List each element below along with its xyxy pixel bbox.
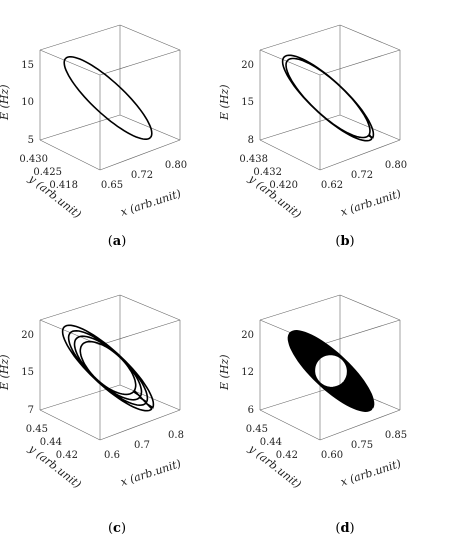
- panel-label: (b): [335, 234, 354, 249]
- z-axis-label: E (Hz): [218, 85, 231, 122]
- z-tick-label: 10: [21, 97, 34, 108]
- panel-label: (a): [108, 234, 127, 249]
- panel-label: (d): [335, 521, 354, 536]
- z-tick-label: 8: [248, 135, 254, 146]
- box-edge: [259, 139, 321, 171]
- z-tick-label: 15: [241, 97, 254, 108]
- attractor-trajectory: [63, 56, 153, 140]
- z-axis-label: E (Hz): [218, 355, 231, 392]
- y-tick-label: 0.430: [19, 154, 48, 165]
- y-tick-label: 0.44: [40, 437, 62, 448]
- box-edge: [39, 139, 101, 171]
- x-axis-label: x (arb.unit): [339, 457, 403, 489]
- box-edge: [39, 114, 121, 141]
- z-tick-label: 20: [241, 60, 254, 71]
- panel-c: 20 15 7 0.45 0.44 0.42 0.6 0.7 0.8 E (Hz) y (arb.u…: [0, 294, 184, 536]
- box-edge: [319, 139, 401, 171]
- x-tick-label: 0.80: [385, 160, 407, 171]
- box-edge: [39, 49, 101, 76]
- x-axis-label: x (arb.unit): [119, 457, 183, 489]
- y-tick-label: 0.420: [269, 180, 298, 191]
- box-edge: [119, 294, 181, 321]
- y-axis-label: y (arb.unit): [25, 442, 83, 492]
- z-tick-label: 20: [241, 330, 254, 341]
- box-edge: [99, 139, 181, 171]
- x-tick-label: 0.6: [104, 450, 120, 461]
- x-tick-label: 0.62: [321, 180, 343, 191]
- panel-d: 20 12 6 0.45 0.44 0.42 0.60 0.75 0.85 E (Hz) y (ar…: [218, 294, 407, 536]
- box-edge: [259, 409, 321, 441]
- box-edge: [259, 114, 341, 141]
- x-axis-label: x (arb.unit): [339, 187, 403, 219]
- z-axis-label: E (Hz): [0, 85, 11, 122]
- z-tick-label: 15: [21, 60, 34, 71]
- x-tick-label: 0.72: [351, 170, 373, 181]
- y-tick-label: 0.45: [26, 424, 48, 435]
- box-edge: [319, 409, 401, 441]
- box-edge: [319, 49, 401, 76]
- y-tick-label: 0.418: [49, 180, 78, 191]
- z-tick-label: 20: [21, 330, 34, 341]
- y-tick-label: 0.44: [260, 437, 282, 448]
- y-axis-label: y (arb.unit): [245, 172, 303, 222]
- y-tick-label: 0.45: [246, 424, 268, 435]
- y-tick-label: 0.438: [239, 154, 268, 165]
- box-edge: [319, 319, 401, 346]
- x-tick-label: 0.75: [351, 440, 373, 451]
- y-tick-label: 0.42: [56, 450, 78, 461]
- box-edge: [339, 294, 401, 321]
- y-axis-label: y (arb.unit): [245, 442, 303, 492]
- box-edge: [99, 49, 181, 76]
- x-tick-label: 0.7: [134, 440, 150, 451]
- box-edge: [39, 409, 101, 441]
- x-tick-label: 0.60: [321, 450, 343, 461]
- box-edge: [259, 49, 321, 76]
- x-axis-label: x (arb.unit): [119, 187, 183, 219]
- attractor-trajectory: [281, 54, 375, 142]
- z-tick-label: 7: [28, 405, 34, 416]
- x-tick-label: 0.80: [165, 160, 187, 171]
- z-tick-label: 6: [248, 405, 254, 416]
- x-tick-label: 0.8: [168, 430, 184, 441]
- z-tick-label: 12: [241, 367, 254, 378]
- y-tick-label: 0.42: [276, 450, 298, 461]
- box-edge: [119, 384, 181, 411]
- box-edge: [39, 294, 121, 321]
- x-tick-label: 0.85: [385, 430, 407, 441]
- y-tick-label: 0.425: [33, 167, 62, 178]
- z-tick-label: 5: [28, 135, 34, 146]
- box-edge: [99, 409, 181, 441]
- panel-b: 20 15 8 0.438 0.432 0.420 0.62 0.72 0.80 E (Hz) y …: [218, 24, 407, 249]
- attractor-trajectory: [287, 330, 375, 412]
- box-edge: [99, 319, 181, 346]
- y-tick-label: 0.432: [253, 167, 282, 178]
- attractor-trajectory: [61, 324, 155, 412]
- box-edge: [259, 294, 341, 321]
- panel-label: (c): [108, 521, 126, 536]
- box-edge: [119, 24, 181, 51]
- panel-a: 15 10 5 0.430 0.425 0.418 0.65 0.72 0.80 E (Hz) y …: [0, 24, 187, 249]
- z-axis-label: E (Hz): [0, 355, 11, 392]
- y-axis-label: y (arb.unit): [25, 172, 83, 222]
- x-tick-label: 0.65: [101, 180, 123, 191]
- box-edge: [339, 24, 401, 51]
- box-edge: [39, 24, 121, 51]
- x-tick-label: 0.72: [131, 170, 153, 181]
- box-edge: [259, 24, 341, 51]
- z-tick-label: 15: [21, 367, 34, 378]
